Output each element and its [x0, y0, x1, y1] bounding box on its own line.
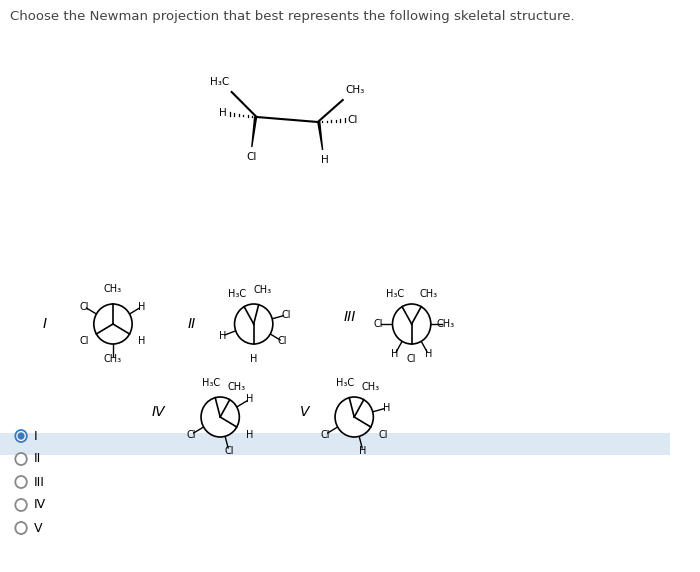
- Circle shape: [15, 476, 27, 488]
- Text: Cl: Cl: [373, 319, 383, 329]
- Text: Cl: Cl: [79, 336, 89, 347]
- Text: Cl: Cl: [281, 310, 290, 320]
- Circle shape: [15, 522, 27, 534]
- Text: Cl: Cl: [321, 430, 330, 439]
- Text: CH₃: CH₃: [346, 85, 365, 95]
- Text: V: V: [34, 522, 42, 534]
- Text: I: I: [43, 317, 47, 331]
- Text: Choose the Newman projection that best represents the following skeletal structu: Choose the Newman projection that best r…: [10, 10, 574, 23]
- Text: CH₃: CH₃: [228, 382, 246, 392]
- Circle shape: [393, 304, 430, 344]
- Text: H: H: [246, 430, 253, 439]
- Text: IV: IV: [151, 405, 164, 419]
- Text: Cl: Cl: [224, 446, 234, 456]
- Text: H: H: [219, 108, 227, 118]
- Text: III: III: [343, 310, 356, 324]
- Text: H: H: [139, 336, 146, 347]
- Circle shape: [15, 499, 27, 511]
- Circle shape: [15, 453, 27, 465]
- Text: Cl: Cl: [347, 115, 358, 125]
- Text: Cl: Cl: [379, 430, 388, 439]
- FancyBboxPatch shape: [0, 433, 670, 455]
- Text: H₃C: H₃C: [209, 77, 229, 87]
- Text: Cl: Cl: [278, 336, 288, 347]
- Circle shape: [335, 397, 373, 437]
- Text: H₃C: H₃C: [386, 289, 404, 299]
- Text: H: H: [383, 403, 391, 413]
- Text: CH₃: CH₃: [104, 354, 122, 364]
- Text: Cl: Cl: [246, 152, 257, 162]
- Text: II: II: [34, 452, 41, 466]
- Polygon shape: [318, 122, 323, 150]
- Text: III: III: [34, 475, 44, 488]
- Circle shape: [18, 433, 24, 439]
- Circle shape: [201, 397, 239, 437]
- Text: H: H: [425, 349, 432, 359]
- Circle shape: [15, 430, 27, 442]
- Text: H₃C: H₃C: [202, 378, 220, 388]
- Text: CH₃: CH₃: [419, 289, 438, 299]
- Text: H₃C: H₃C: [337, 378, 355, 388]
- Text: V: V: [300, 405, 309, 419]
- Text: H: H: [359, 446, 367, 456]
- Text: H: H: [218, 331, 226, 341]
- Text: H: H: [246, 395, 253, 404]
- Polygon shape: [252, 117, 257, 147]
- Text: H: H: [139, 301, 146, 312]
- Text: I: I: [34, 430, 37, 443]
- Text: IV: IV: [34, 499, 46, 511]
- Text: H: H: [250, 354, 258, 364]
- Text: H: H: [391, 349, 398, 359]
- Text: CH₃: CH₃: [362, 382, 380, 392]
- Text: Cl: Cl: [186, 430, 196, 439]
- Text: H₃C: H₃C: [228, 289, 246, 299]
- Text: Cl: Cl: [79, 301, 89, 312]
- Text: Cl: Cl: [407, 354, 416, 364]
- Text: CH₃: CH₃: [253, 285, 272, 295]
- Circle shape: [234, 304, 273, 344]
- Circle shape: [94, 304, 132, 344]
- Text: II: II: [188, 317, 195, 331]
- Text: H: H: [321, 155, 328, 165]
- Text: CH₃: CH₃: [104, 284, 122, 294]
- Text: CH₃: CH₃: [436, 319, 454, 329]
